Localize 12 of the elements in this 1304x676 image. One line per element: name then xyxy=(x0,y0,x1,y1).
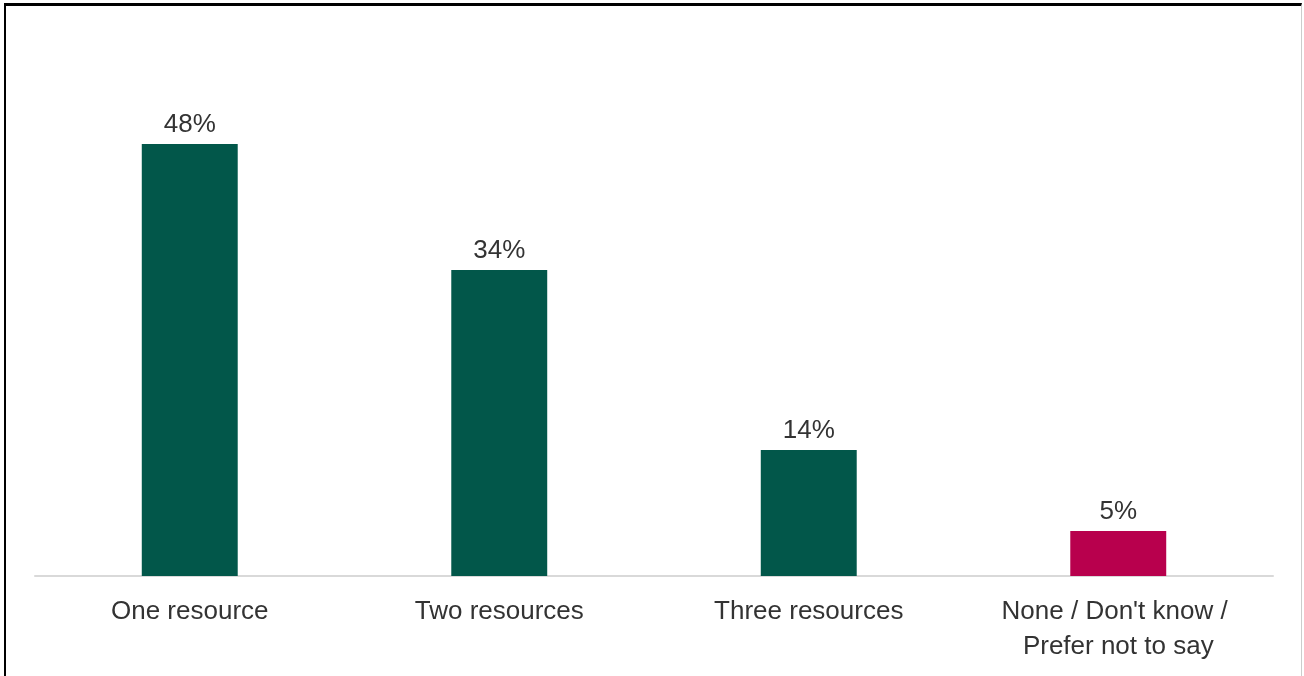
x-tick-label: One resource xyxy=(110,594,269,625)
bar xyxy=(1070,531,1167,576)
x-tick-label: Three resources xyxy=(714,594,904,625)
bar xyxy=(141,144,238,576)
bar xyxy=(760,450,857,576)
bar xyxy=(451,270,548,576)
x-tick-label: Two resources xyxy=(414,594,584,625)
data-label: 34% xyxy=(473,234,526,264)
x-tick-label: None / Don't know / Prefer not to say xyxy=(1001,594,1235,660)
data-label: 14% xyxy=(782,414,835,444)
data-label: 5% xyxy=(1099,495,1138,525)
data-label: 48% xyxy=(163,108,216,138)
